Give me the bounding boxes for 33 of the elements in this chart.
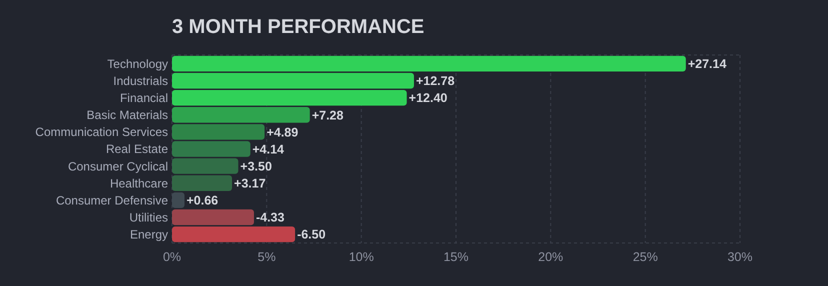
y-tick-label: Utilities [129,210,168,224]
x-tick-label: 5% [258,250,276,264]
y-tick-label: Real Estate [106,142,168,156]
y-tick-label: Basic Materials [86,108,168,122]
y-tick-label: Healthcare [110,176,168,190]
x-tick-label: 10% [348,250,374,264]
data-label: +12.40 [408,91,448,106]
x-tick-label: 20% [538,250,564,264]
data-label: +12.78 [416,74,455,88]
x-tick-label: 0% [162,250,182,264]
x-tick-label: 25% [632,250,658,264]
y-tick-label: Consumer Defensive [56,193,168,208]
bar [172,226,296,242]
y-tick-label: Financial [120,91,168,106]
data-label: -4.33 [256,210,285,225]
data-label: +4.89 [266,125,298,140]
y-tick-label: Energy [130,228,168,242]
y-tick-label: Communication Services [35,125,168,140]
data-label: -6.50 [297,228,326,242]
data-label: +4.14 [252,142,284,156]
y-tick-label: Industrials [113,74,168,88]
data-label: +3.17 [234,176,266,190]
data-label: +7.28 [312,108,344,122]
y-tick-label: Technology [107,56,168,71]
data-label: +3.50 [240,159,272,174]
data-label: +0.66 [186,194,218,208]
bar [172,209,254,226]
x-tick-label: 15% [443,250,469,264]
x-tick-label: 30% [727,250,753,264]
bar [172,107,310,123]
data-label: +27.14 [688,57,726,72]
y-tick-label: Consumer Cyclical [68,159,168,174]
chart-title: 3 MONTH PERFORMANCE [172,16,424,38]
